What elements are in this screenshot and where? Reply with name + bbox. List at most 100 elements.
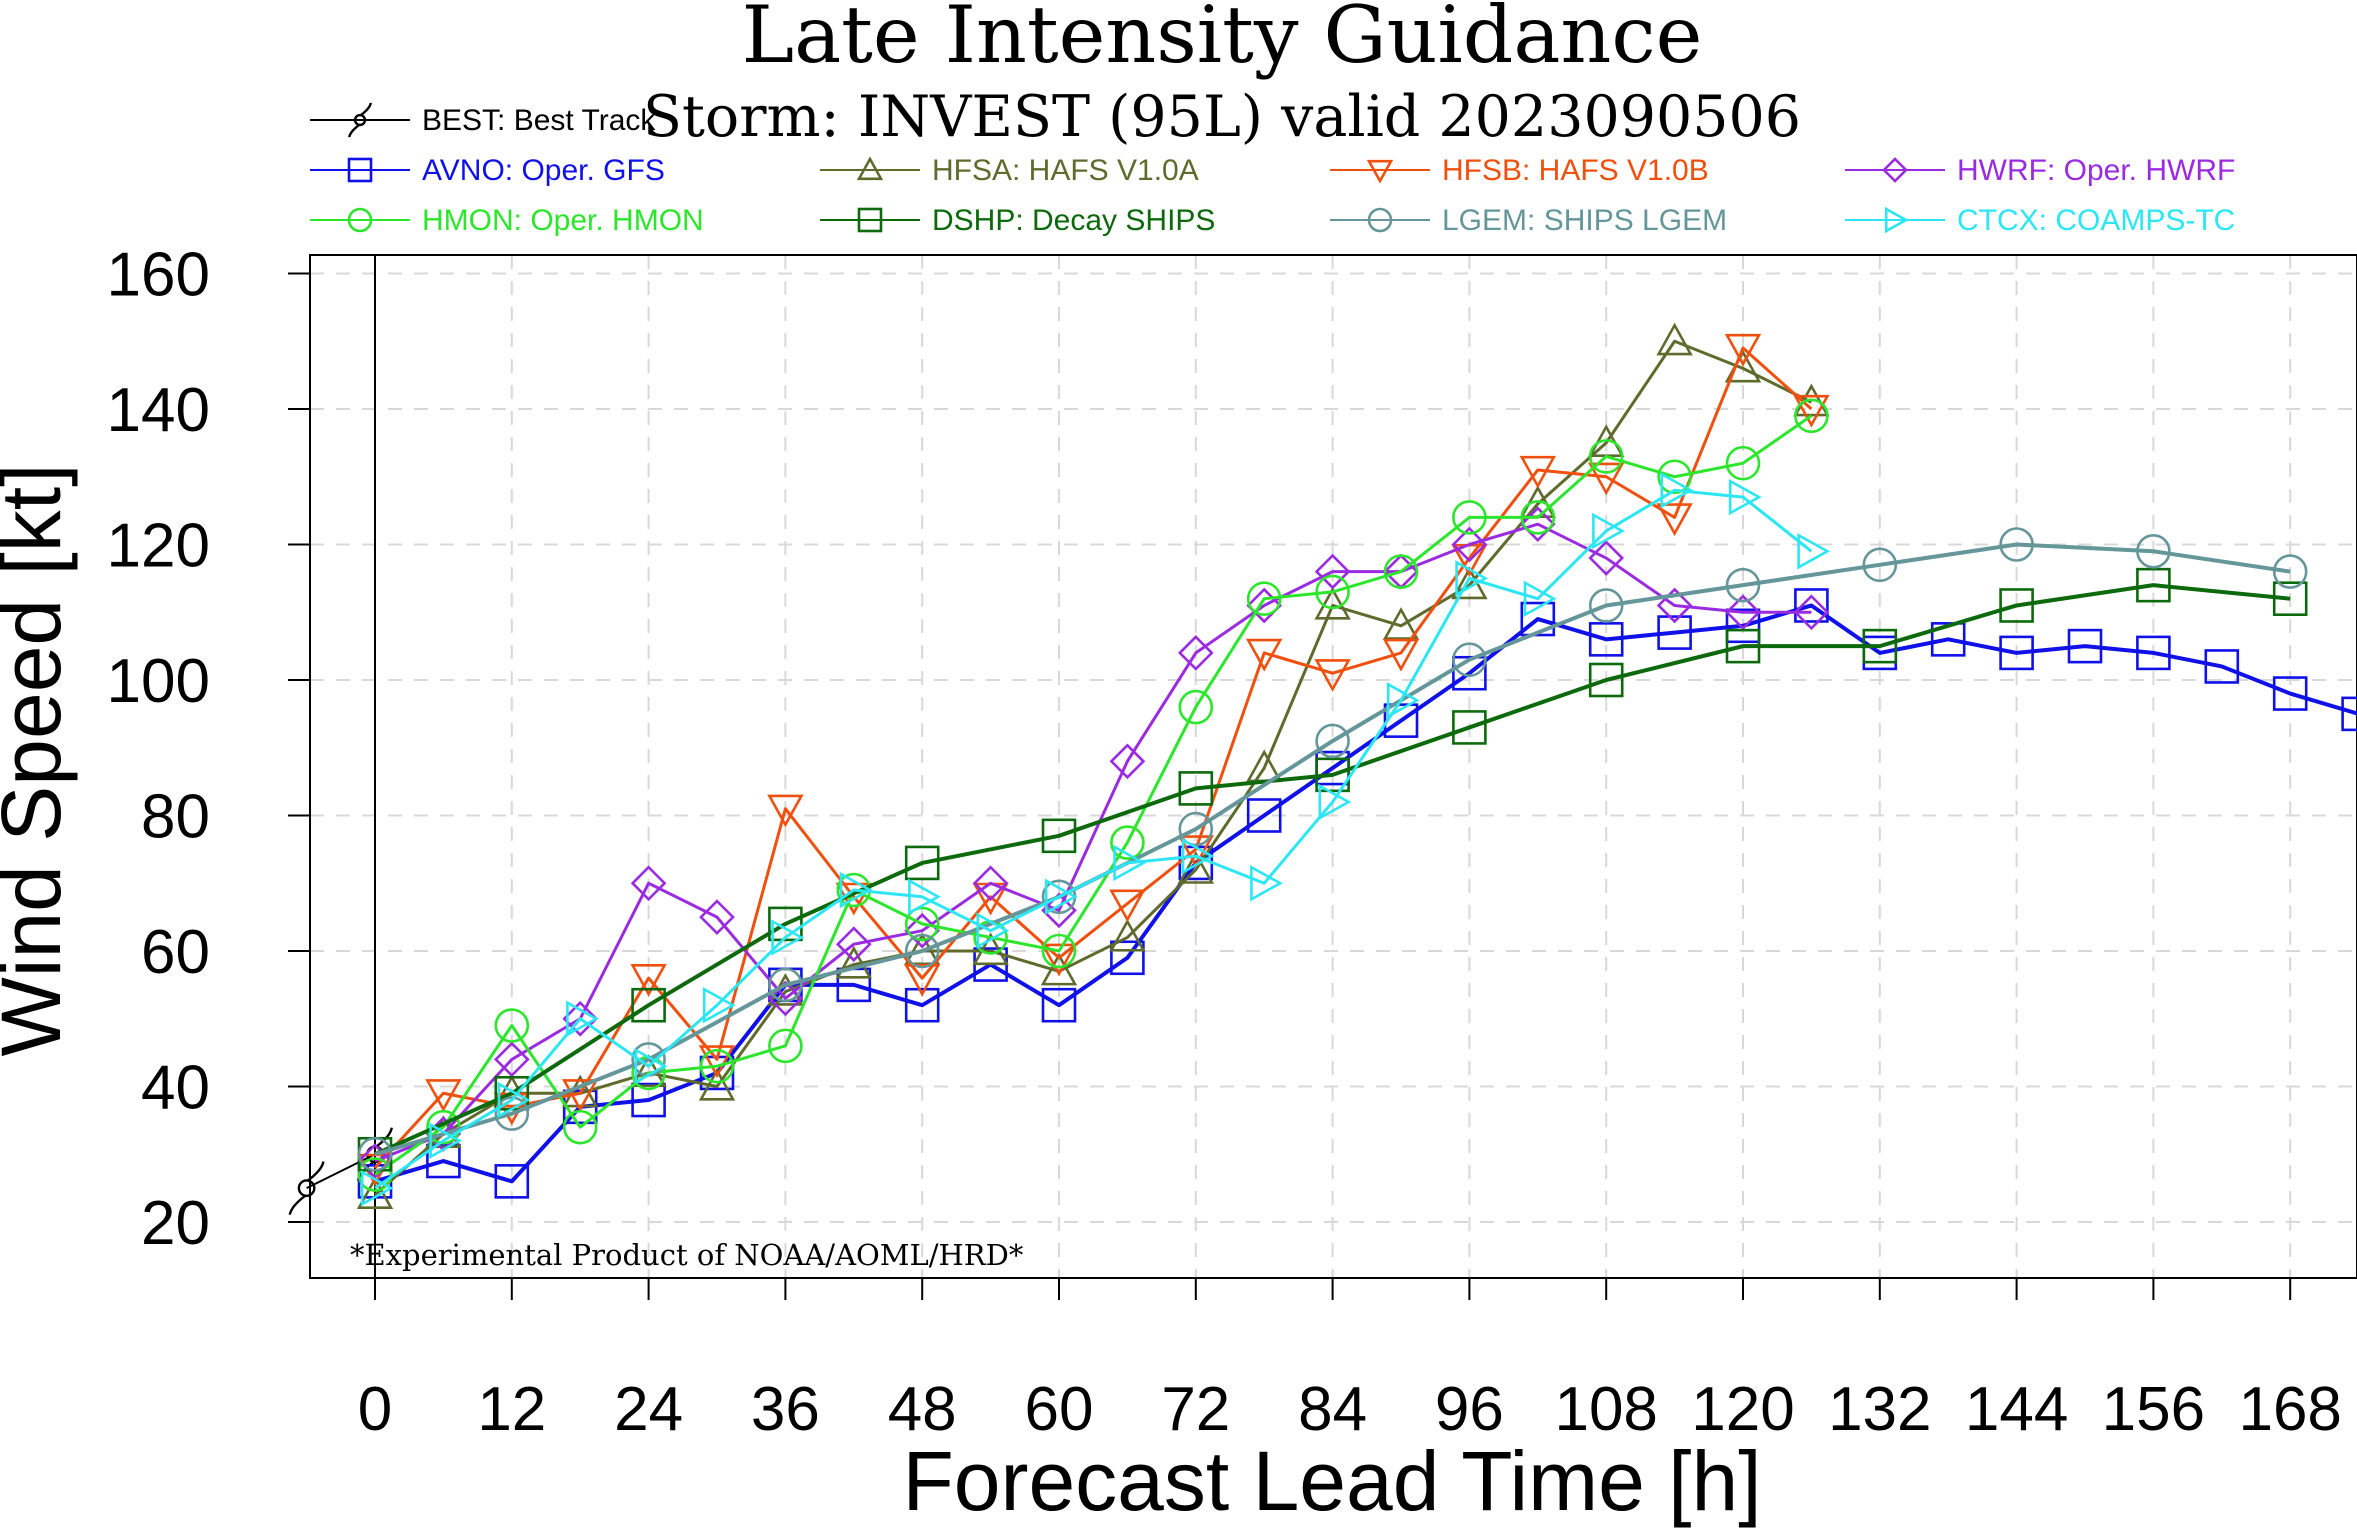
legend-marker-lgem bbox=[1367, 207, 1393, 233]
data-point-lgem bbox=[1862, 547, 1898, 583]
data-point-avno bbox=[1657, 615, 1692, 650]
data-point-ctcx bbox=[634, 1047, 668, 1085]
data-point-dshp bbox=[1178, 771, 1214, 806]
data-point-hwrf bbox=[972, 865, 1009, 902]
data-point-dshp bbox=[1999, 588, 2034, 623]
data-point-ctcx bbox=[976, 912, 1010, 949]
data-point-avno bbox=[2136, 635, 2171, 671]
x-tick-label: 96 bbox=[1435, 1375, 1504, 1444]
series-hmon bbox=[357, 398, 1829, 1192]
y-axis-label: Wind Speed [kt] bbox=[0, 464, 78, 1057]
legend-item-avno: AVNO: Oper. GFS bbox=[310, 154, 665, 187]
data-point-ctcx bbox=[1386, 682, 1420, 719]
legend-item-hfsa: HFSA: HAFS V1.0A bbox=[820, 154, 1199, 187]
data-point-hmon bbox=[1246, 581, 1282, 617]
series-line-dshp bbox=[374, 583, 2291, 1157]
series-ctcx bbox=[360, 472, 1831, 1207]
data-point-hmon bbox=[1041, 933, 1077, 969]
data-point-hwrf bbox=[699, 899, 735, 935]
data-point-hwrf bbox=[1725, 594, 1761, 631]
data-point-avno bbox=[1110, 940, 1145, 976]
legend-label-ctcx: CTCX: COAMPS-TC bbox=[1957, 204, 2235, 237]
x-tick-label: 24 bbox=[614, 1375, 683, 1444]
data-point-hfsb bbox=[425, 1079, 462, 1112]
data-point-ctcx bbox=[1660, 472, 1694, 509]
data-point-hmon bbox=[1520, 500, 1556, 535]
data-point-hfsa bbox=[1382, 607, 1420, 640]
data-point-hwrf bbox=[630, 865, 667, 902]
legend-marker-hfsb bbox=[1366, 159, 1394, 184]
data-point-hwrf bbox=[1041, 892, 1077, 929]
legend-item-hfsb: HFSB: HAFS V1.0B bbox=[1330, 154, 1709, 187]
legend-marker-hfsa bbox=[856, 156, 884, 181]
hurricane-arm-icon bbox=[307, 1161, 325, 1182]
data-point-hfsb bbox=[767, 794, 804, 828]
data-point-dshp bbox=[1452, 710, 1487, 745]
data-point-lgem bbox=[2272, 554, 2308, 589]
legend-item-ctcx: CTCX: COAMPS-TC bbox=[1845, 204, 2235, 237]
y-tick-label: 140 bbox=[107, 376, 210, 445]
chart-title: Late Intensity Guidance bbox=[742, 0, 1703, 81]
data-point-lgem bbox=[768, 967, 803, 1003]
data-point-hmon bbox=[494, 1008, 530, 1043]
x-tick-label: 144 bbox=[1965, 1375, 2068, 1444]
legend-label-best: BEST: Best Track bbox=[422, 104, 656, 137]
data-point-hmon bbox=[357, 1157, 393, 1192]
data-point-dshp bbox=[1725, 628, 1761, 664]
data-point-ctcx bbox=[1181, 837, 1215, 875]
legend-marker-hwrf bbox=[1882, 157, 1908, 183]
data-point-dshp bbox=[1041, 818, 1077, 854]
data-point-hmon bbox=[768, 1028, 803, 1064]
data-point-avno bbox=[426, 1143, 461, 1179]
data-point-hmon bbox=[1794, 398, 1829, 434]
legend-label-hfsa: HFSA: HAFS V1.0A bbox=[932, 154, 1199, 187]
x-tick-label: 84 bbox=[1298, 1375, 1367, 1444]
legend-item-dshp: DSHP: Decay SHIPS bbox=[820, 204, 1215, 237]
data-point-dshp bbox=[904, 845, 940, 881]
data-point-hwrf bbox=[1109, 743, 1146, 780]
chart-subtitle: Storm: INVEST (95L) valid 2023090506 bbox=[643, 84, 1801, 150]
data-point-hwrf bbox=[1588, 540, 1625, 576]
data-point-hwrf bbox=[835, 926, 872, 963]
data-point-hwrf bbox=[357, 1143, 393, 1179]
footnote: *Experimental Product of NOAA/AOML/HRD* bbox=[350, 1238, 1024, 1272]
data-point-dshp bbox=[1588, 662, 1624, 698]
series-line-hfsb bbox=[373, 346, 1813, 1169]
series-layer bbox=[288, 322, 2357, 1216]
hurricane-arm-icon bbox=[375, 1127, 393, 1148]
data-point-hfsa bbox=[972, 932, 1009, 966]
data-point-hfsb bbox=[1382, 638, 1420, 672]
data-point-lgem bbox=[1315, 723, 1350, 759]
data-point-lgem bbox=[1588, 588, 1624, 623]
data-point-dshp bbox=[1315, 757, 1350, 793]
data-point-avno bbox=[1520, 601, 1556, 637]
data-point-hfsa bbox=[835, 945, 873, 979]
data-point-avno bbox=[2272, 676, 2308, 711]
series-line-best bbox=[306, 1153, 376, 1190]
data-point-lgem bbox=[904, 933, 940, 969]
legend: BEST: Best Track AVNO: Oper. GFS HFSA: HAF… bbox=[310, 102, 2235, 237]
hurricane-arm-icon bbox=[348, 123, 360, 138]
data-point-hfsb bbox=[1793, 394, 1830, 428]
data-point-hwrf bbox=[1656, 587, 1693, 624]
x-tick-label: 48 bbox=[888, 1375, 957, 1444]
data-point-hwrf bbox=[1177, 635, 1214, 671]
data-point-hmon bbox=[562, 1109, 598, 1145]
data-point-hfsb bbox=[903, 963, 941, 997]
x-tick-label: 108 bbox=[1554, 1375, 1657, 1444]
data-point-ctcx bbox=[702, 986, 736, 1024]
data-point-hfsb bbox=[1245, 638, 1283, 672]
data-point-lgem bbox=[357, 1136, 393, 1172]
y-tick-label: 20 bbox=[141, 1189, 210, 1258]
data-point-avno bbox=[631, 1082, 666, 1118]
legend-label-hmon: HMON: Oper. HMON bbox=[422, 204, 704, 237]
data-point-ctcx bbox=[1797, 533, 1831, 570]
data-point-ctcx bbox=[1592, 512, 1625, 550]
data-point-hfsa bbox=[1109, 918, 1146, 952]
data-point-dshp bbox=[1862, 628, 1898, 664]
data-point-avno bbox=[1383, 703, 1419, 738]
data-point-best bbox=[288, 1161, 325, 1216]
x-tick-label: 120 bbox=[1691, 1375, 1794, 1444]
data-point-hfsa bbox=[1656, 322, 1693, 356]
x-tick-label: 0 bbox=[358, 1375, 392, 1444]
